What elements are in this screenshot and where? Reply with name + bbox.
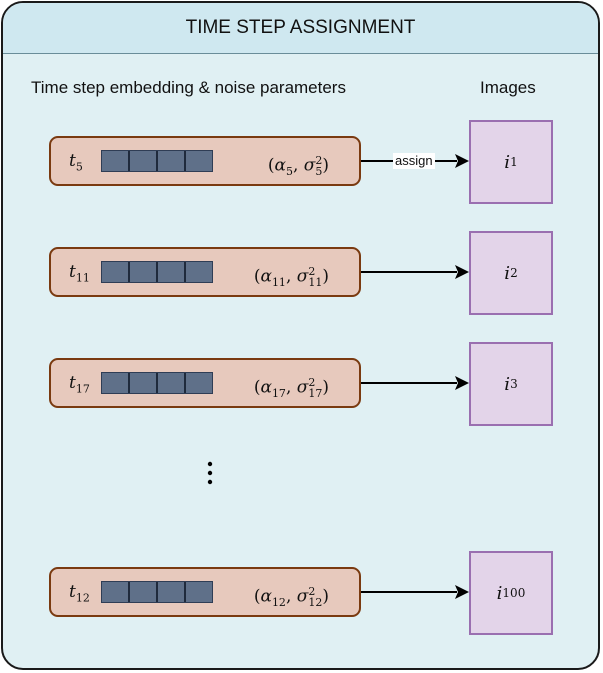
- embedding-cell: [158, 151, 186, 171]
- embedding-vector: [101, 150, 213, 172]
- noise-parameters: (α5, σ25): [267, 154, 329, 179]
- embedding-cell: [130, 151, 158, 171]
- time-step-label: t11: [69, 262, 90, 285]
- embedding-vector: [101, 581, 213, 603]
- time-step-row: t11 (α11, σ211): [49, 247, 361, 297]
- embedding-cell: [130, 262, 158, 282]
- time-step-row: t17 (α17, σ217): [49, 358, 361, 408]
- embedding-cell: [186, 582, 212, 602]
- vertical-ellipsis-icon: [207, 461, 213, 485]
- panel-title: TIME STEP ASSIGNMENT: [3, 3, 598, 54]
- embedding-cell: [102, 373, 130, 393]
- embedding-cell: [102, 582, 130, 602]
- time-step-label: t12: [69, 582, 90, 605]
- embedding-cell: [158, 582, 186, 602]
- embedding-cell: [130, 582, 158, 602]
- embedding-vector: [101, 372, 213, 394]
- embedding-cell: [130, 373, 158, 393]
- noise-parameters: (α12, σ212): [253, 585, 329, 610]
- embedding-vector: [101, 261, 213, 283]
- assign-arrow: [361, 585, 469, 599]
- noise-parameters: (α17, σ217): [253, 376, 329, 401]
- time-step-row: t5 (α5, σ25): [49, 136, 361, 186]
- right-column-label: Images: [480, 78, 536, 97]
- noise-parameters: (α11, σ211): [253, 265, 329, 290]
- embedding-cell: [186, 373, 212, 393]
- left-column-label: Time step embedding & noise parameters: [31, 78, 346, 97]
- embedding-cell: [102, 262, 130, 282]
- embedding-cell: [186, 151, 212, 171]
- assign-label: assign: [393, 153, 435, 169]
- embedding-cell: [186, 262, 212, 282]
- embedding-cell: [158, 373, 186, 393]
- assign-arrow: [361, 265, 469, 279]
- image-box: i 100: [469, 551, 553, 635]
- time-step-label: t5: [69, 151, 83, 174]
- embedding-cell: [102, 151, 130, 171]
- embedding-cell: [158, 262, 186, 282]
- time-step-row: t12 (α12, σ212): [49, 567, 361, 617]
- assign-arrow: [361, 376, 469, 390]
- time-step-label: t17: [69, 373, 90, 396]
